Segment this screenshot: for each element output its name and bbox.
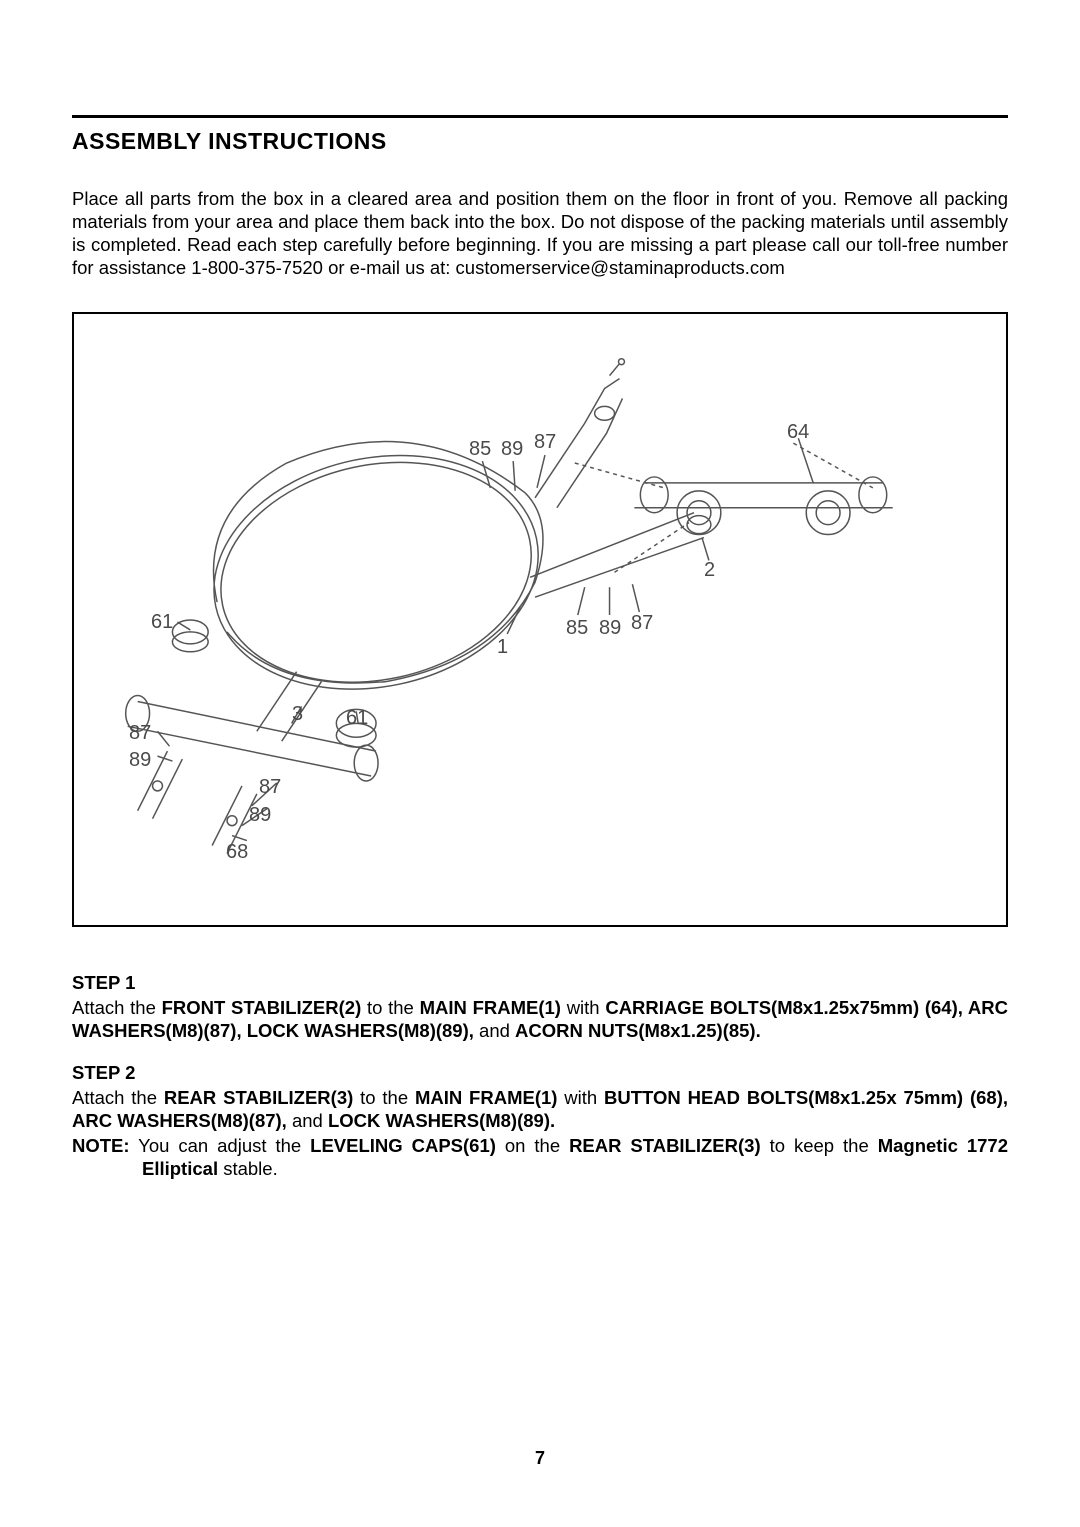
page-title: ASSEMBLY INSTRUCTIONS (72, 128, 1008, 155)
part-ref: MAIN FRAME(1) (420, 997, 561, 1018)
diagram-label: 87 (631, 612, 653, 635)
text: to the (361, 997, 419, 1018)
diagram-label: 3 (292, 703, 303, 726)
step2-heading: STEP 2 (72, 1062, 1008, 1084)
text: stable. (218, 1158, 278, 1179)
diagram-label: 85 (566, 617, 588, 640)
text: with (557, 1087, 604, 1108)
diagram-label: 87 (129, 722, 151, 745)
text: Attach the (72, 1087, 164, 1108)
text: You can adjust the (130, 1135, 311, 1156)
part-ref: LOCK WASHERS(M8)(89). (328, 1110, 555, 1131)
diagram-label: 1 (497, 636, 508, 659)
diagram-label: 87 (534, 431, 556, 454)
step1-heading: STEP 1 (72, 972, 1008, 994)
text: and (474, 1020, 515, 1041)
diagram-label: 89 (129, 749, 151, 772)
part-ref: REAR STABILIZER(3) (164, 1087, 353, 1108)
diagram-label: 89 (501, 438, 523, 461)
text: on the (496, 1135, 569, 1156)
diagram-label: 87 (259, 776, 281, 799)
note-label: NOTE: (72, 1135, 130, 1156)
text: Attach the (72, 997, 162, 1018)
step2-body: Attach the REAR STABILIZER(3) to the MAI… (72, 1086, 1008, 1132)
diagram-svg (74, 314, 1006, 925)
diagram-label: 61 (346, 707, 368, 730)
text: to keep the (761, 1135, 878, 1156)
part-ref: MAIN FRAME(1) (415, 1087, 558, 1108)
diagram-label: 85 (469, 438, 491, 461)
part-ref: LEVELING CAPS(61) (310, 1135, 496, 1156)
text: to the (353, 1087, 415, 1108)
intro-paragraph: Place all parts from the box in a cleare… (72, 187, 1008, 280)
diagram-label: 64 (787, 421, 809, 444)
diagram-label: 89 (599, 617, 621, 640)
section-rule (72, 115, 1008, 118)
text: with (561, 997, 605, 1018)
step1-body: Attach the FRONT STABILIZER(2) to the MA… (72, 996, 1008, 1042)
part-ref: CARRIAGE BOLTS(M8x1.25x75mm) (605, 997, 919, 1018)
part-ref: REAR STABILIZER(3) (569, 1135, 761, 1156)
assembly-diagram: 8589876426118589873618789878968 (72, 312, 1008, 927)
part-ref: BUTTON HEAD BOLTS(M8x1.25x 75mm) (604, 1087, 963, 1108)
diagram-label: 89 (249, 804, 271, 827)
diagram-label: 61 (151, 611, 173, 634)
text: and (287, 1110, 328, 1131)
page-number: 7 (0, 1448, 1080, 1469)
diagram-label: 68 (226, 841, 248, 864)
diagram-label: 2 (704, 559, 715, 582)
part-ref: FRONT STABILIZER(2) (162, 997, 362, 1018)
part-ref: ACORN NUTS(M8x1.25)(85). (515, 1020, 761, 1041)
step2-note: NOTE: You can adjust the LEVELING CAPS(6… (72, 1134, 1008, 1180)
